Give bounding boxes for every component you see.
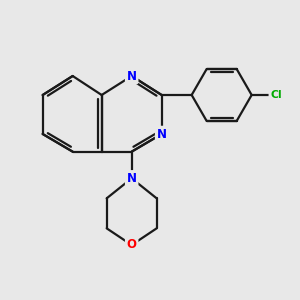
Text: Cl: Cl	[270, 90, 282, 100]
Text: N: N	[157, 128, 167, 140]
Text: N: N	[127, 70, 137, 83]
Text: O: O	[127, 238, 137, 251]
Text: N: N	[127, 172, 137, 185]
